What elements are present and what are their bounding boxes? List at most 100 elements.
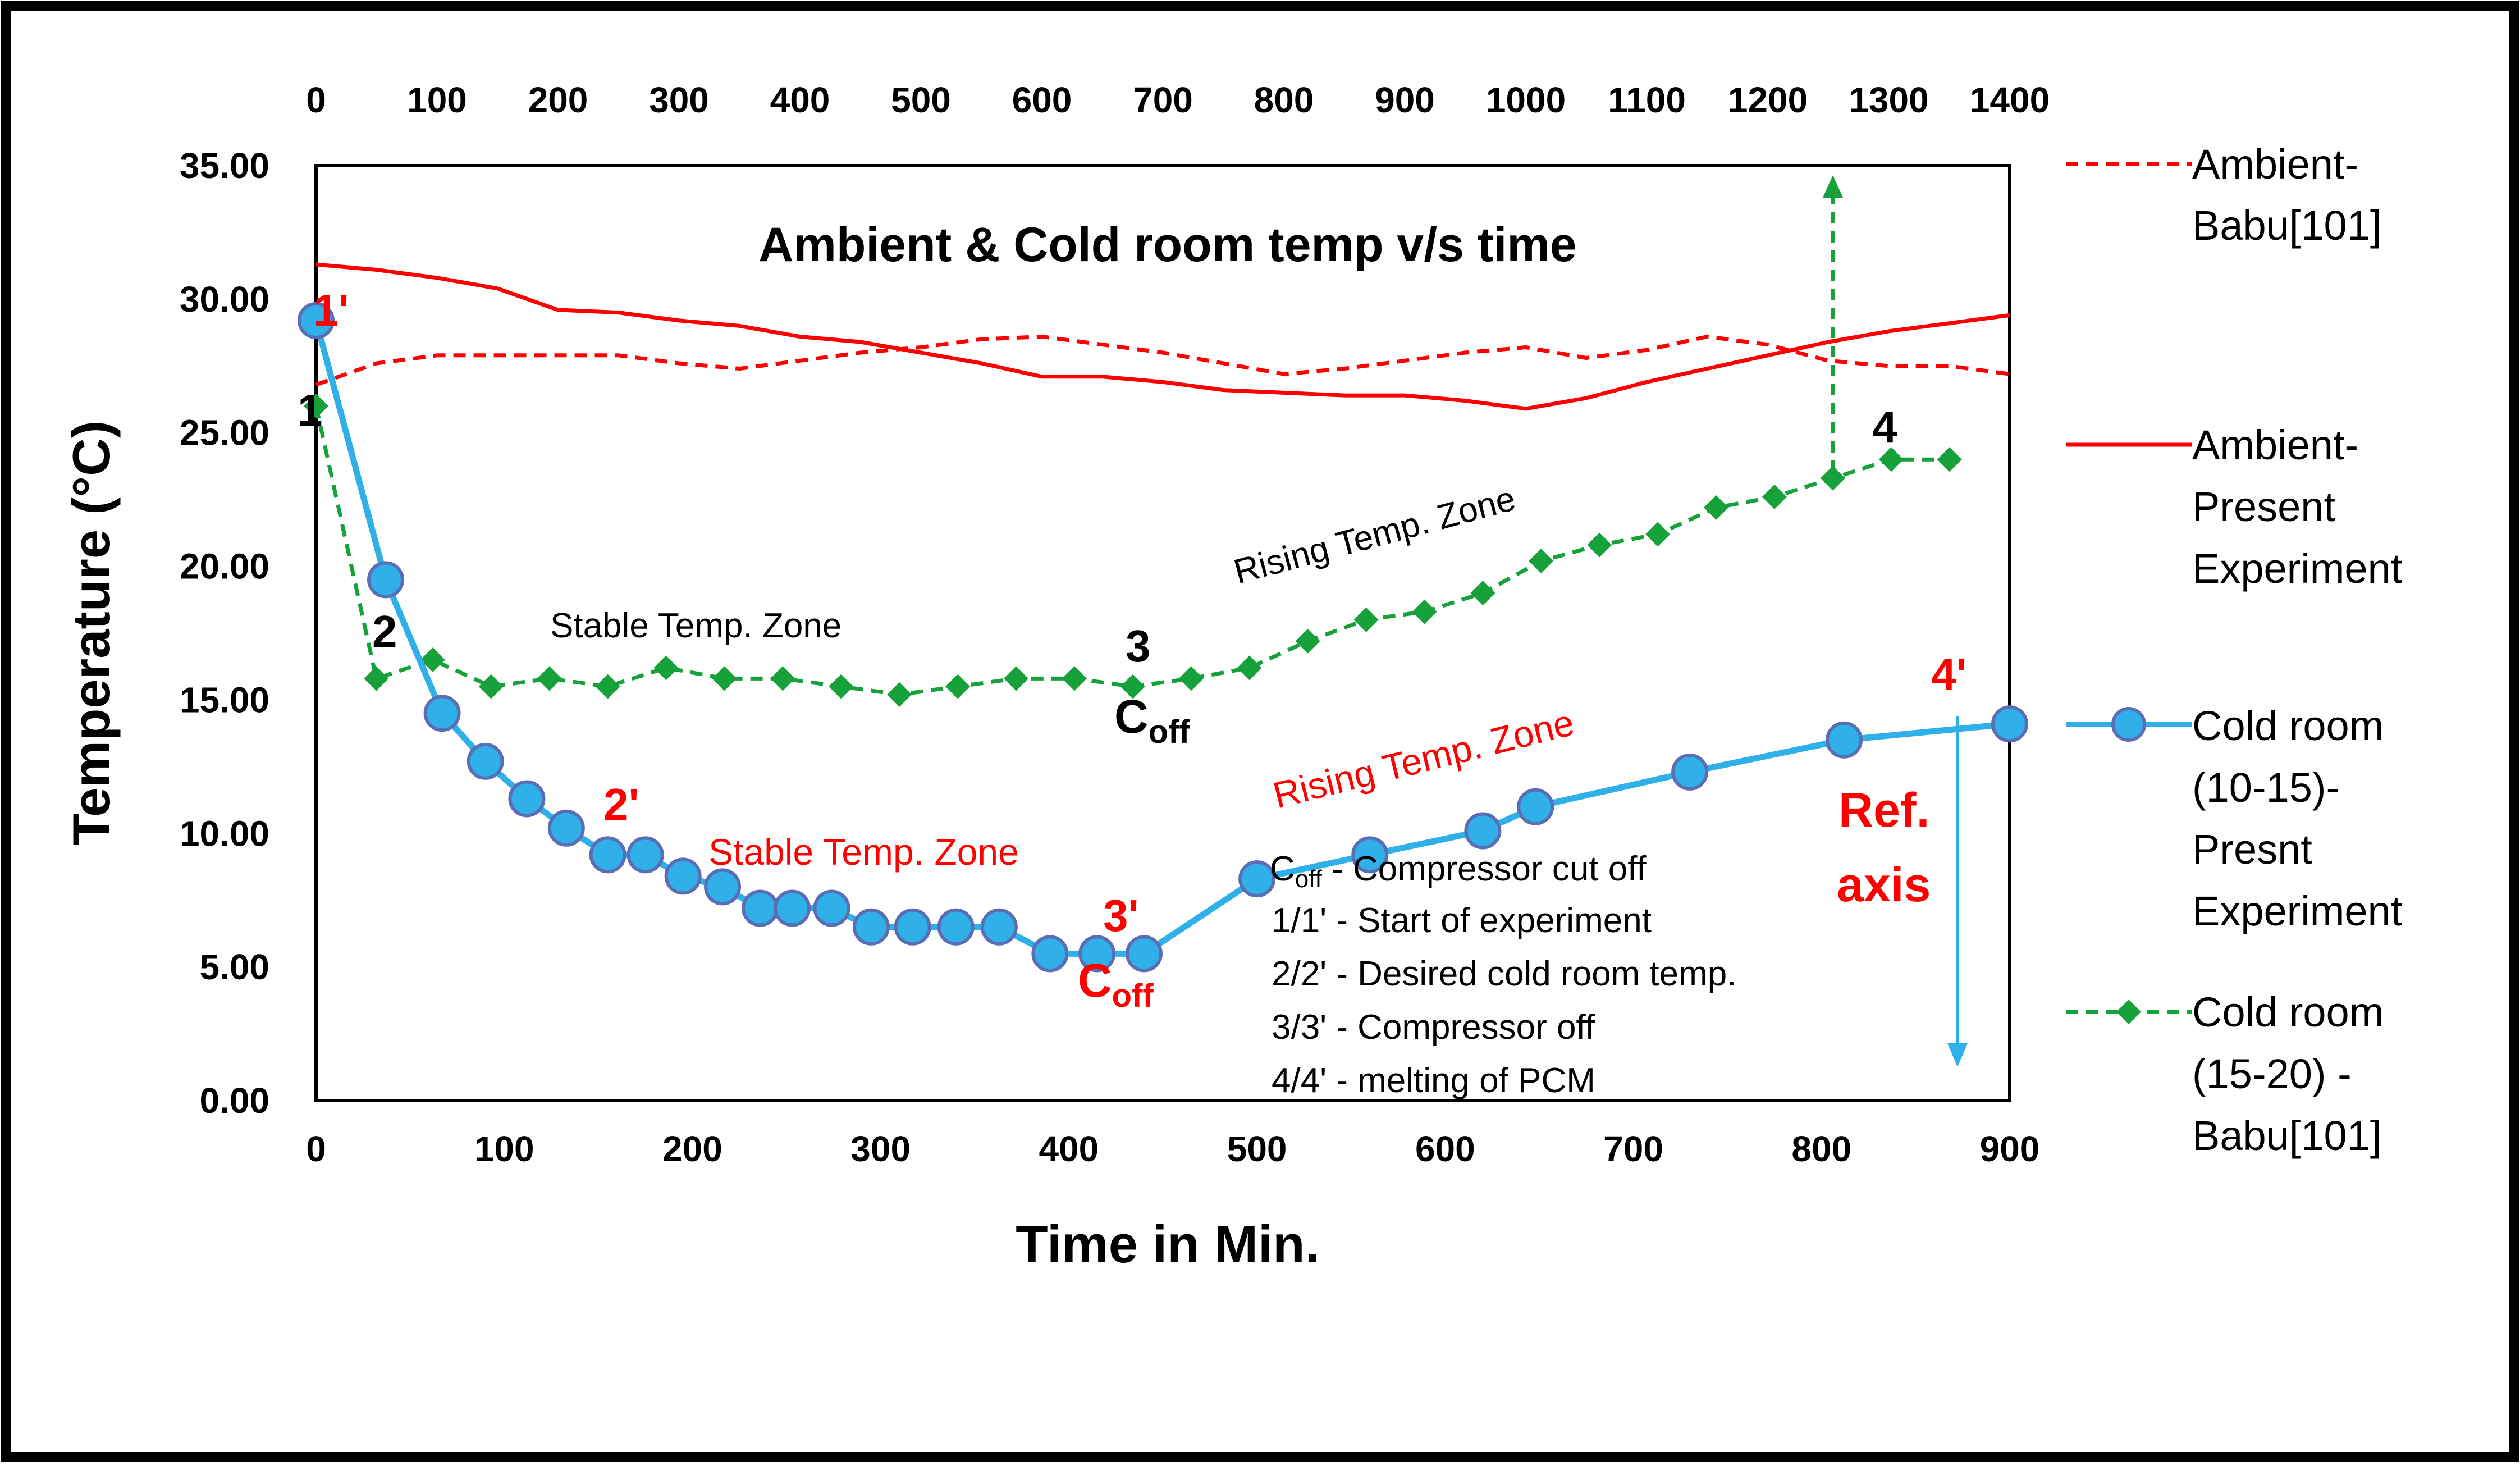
data-point	[1937, 447, 1962, 472]
plot-frame	[314, 164, 2011, 1102]
x-tick-label: 0	[306, 1129, 326, 1169]
x2-tick-label: 1100	[1608, 80, 1686, 120]
x2-tick-label: 300	[649, 80, 709, 120]
x-axis-top-ticks: 0 100 200 300 400 500 600 700 800 900 1000 1100 1200…	[306, 80, 2050, 120]
series-0	[315, 335, 2010, 387]
series-line	[315, 262, 2010, 411]
point-label-2: 2	[372, 606, 397, 656]
series-line	[315, 335, 2010, 387]
data-point	[774, 889, 811, 927]
x-tick-label: 500	[1227, 1129, 1287, 1169]
data-point	[1351, 836, 1389, 874]
ref-axis-label-line2: axis	[1837, 858, 1931, 912]
x2-tick-label: 1300	[1849, 80, 1928, 120]
coff-red-sub: off	[1112, 978, 1154, 1014]
note-1-main: C	[1270, 850, 1295, 888]
x2-tick-label: 800	[1254, 80, 1314, 120]
data-point	[1464, 812, 1502, 850]
legend-marker-cold-present	[2111, 707, 2146, 742]
point-label-2-prime: 2'	[603, 779, 639, 829]
data-point	[508, 780, 546, 818]
data-point	[1237, 655, 1262, 681]
x2-tick-label: 1000	[1486, 80, 1566, 120]
coff-label-black: Coff	[1114, 690, 1190, 750]
data-point	[1517, 788, 1554, 825]
data-point	[653, 655, 679, 681]
data-point	[298, 302, 335, 339]
point-label-1: 1	[298, 385, 323, 435]
data-point	[664, 857, 702, 895]
data-point	[1991, 705, 2028, 743]
y-tick-label: 35.00	[180, 145, 269, 186]
series-2	[298, 302, 2028, 973]
data-point	[1125, 935, 1163, 973]
data-point	[1178, 666, 1204, 691]
data-point	[704, 868, 742, 906]
legend: Ambient- Babu[101] Ambient- Present Expe…	[2066, 141, 2403, 1159]
data-point	[1078, 935, 1116, 973]
x-tick-label: 600	[1415, 1129, 1475, 1169]
data-point	[829, 674, 854, 699]
point-label-3: 3	[1126, 621, 1151, 671]
x-axis-title: Time in Min.	[1016, 1215, 1319, 1274]
data-point	[1470, 581, 1495, 606]
note-line-2: 1/1' - Start of experiment	[1272, 901, 1652, 940]
y-tick-label: 5.00	[199, 947, 269, 987]
data-point	[626, 836, 664, 874]
green-reference-arrow	[1823, 175, 1843, 472]
point-label-3-prime: 3'	[1103, 891, 1139, 941]
note-1-sub: off	[1295, 865, 1323, 893]
x-tick-label: 900	[1980, 1129, 2040, 1169]
x-tick-label: 100	[474, 1129, 534, 1169]
data-point	[852, 908, 890, 946]
data-point	[1412, 599, 1437, 624]
series-1	[315, 262, 2010, 411]
data-point	[813, 889, 850, 927]
note-line-1: Coff - Compressor cut off	[1270, 850, 1647, 893]
data-point	[937, 908, 975, 946]
x-tick-label: 400	[1039, 1129, 1099, 1169]
data-point	[1062, 666, 1087, 691]
legend-item-ambient-babu: Ambient- Babu[101]	[2066, 141, 2381, 249]
data-point	[770, 666, 795, 691]
note-line-3: 2/2' - Desired cold room temp.	[1272, 955, 1737, 993]
data-point	[1295, 628, 1320, 654]
coff-label-red: Coff	[1078, 954, 1154, 1014]
x2-tick-label: 600	[1012, 80, 1072, 120]
data-point	[980, 908, 1018, 946]
x2-tick-label: 700	[1133, 80, 1193, 120]
point-label-4-prime: 4'	[1931, 649, 1967, 699]
series-layer	[298, 262, 2028, 973]
y-tick-label: 15.00	[180, 679, 269, 720]
x-tick-label: 300	[850, 1129, 911, 1169]
coff-black-main: C	[1114, 690, 1149, 743]
chart-title: Ambient & Cold room temp v/s time	[758, 218, 1576, 272]
data-point	[1120, 674, 1145, 699]
y-tick-label: 0.00	[199, 1080, 269, 1121]
x2-tick-label: 0	[306, 80, 326, 120]
data-point	[712, 666, 737, 691]
note-line-5: 4/4' - melting of PCM	[1272, 1061, 1595, 1100]
data-point	[1529, 549, 1554, 574]
data-point	[887, 682, 912, 707]
legend-label-ambient-present-3: Experiment	[2192, 545, 2403, 592]
x2-tick-label: 400	[770, 80, 830, 120]
x-tick-label: 200	[662, 1129, 722, 1169]
legend-label-cold-present-1: Cold room	[2192, 702, 2384, 749]
legend-label-cold-babu-1: Cold room	[2192, 989, 2384, 1035]
ref-axis-label-line1: Ref.	[1838, 783, 1929, 837]
coff-red-main: C	[1078, 954, 1112, 1007]
data-point	[1820, 465, 1845, 491]
data-point	[304, 394, 328, 419]
legend-label-cold-babu-3: Babu[101]	[2192, 1112, 2381, 1159]
note-1-rest: - Compressor cut off	[1322, 850, 1647, 888]
x2-tick-label: 900	[1375, 80, 1435, 120]
data-point	[595, 674, 620, 699]
x-tick-label: 700	[1603, 1129, 1663, 1169]
legend-item-ambient-present: Ambient- Present Experiment	[2066, 422, 2403, 592]
x2-tick-label: 1400	[1970, 80, 2050, 120]
legend-item-cold-present: Cold room (10-15)- Presnt Experiment	[2066, 702, 2403, 934]
data-point	[1826, 721, 1863, 759]
